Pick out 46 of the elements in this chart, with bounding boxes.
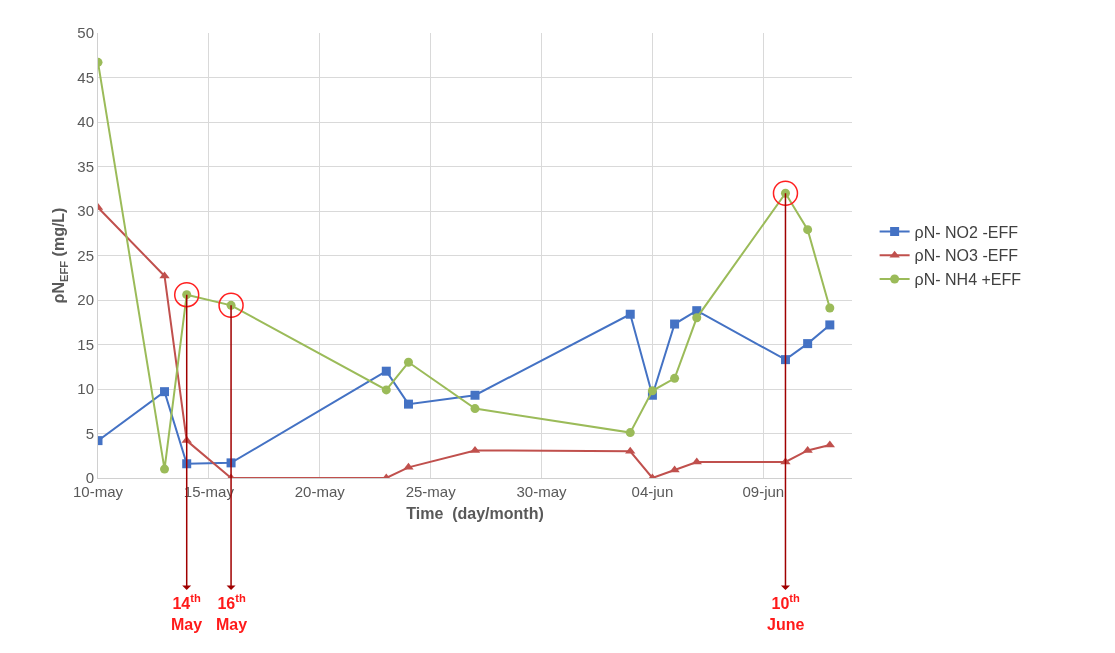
point <box>670 373 680 383</box>
point <box>160 387 170 397</box>
y-tick-label: 20 <box>77 291 94 309</box>
point <box>670 319 680 329</box>
point <box>403 357 413 367</box>
point <box>803 339 813 349</box>
x-tick-label: 25-may <box>405 483 457 500</box>
y-tick-label: 25 <box>77 246 94 264</box>
x-tick-label: 09-jun <box>742 483 785 500</box>
point <box>403 399 413 409</box>
y-tick-label: 35 <box>77 157 94 175</box>
annotation: 10$^{th}$ June <box>767 592 805 633</box>
legend-label: ρN- NO3 -EFF <box>914 247 1019 265</box>
point <box>470 390 480 400</box>
point <box>159 271 170 279</box>
point <box>647 386 657 396</box>
point <box>803 225 813 235</box>
point <box>802 445 813 453</box>
y-tick-label: 10 <box>77 380 94 398</box>
x-tick-label: 04-jun <box>631 483 674 500</box>
point <box>692 313 702 323</box>
y-tick-label: 30 <box>77 202 94 220</box>
point <box>381 366 391 376</box>
point <box>160 464 170 474</box>
y-tick-label: 5 <box>85 424 94 442</box>
point <box>381 385 391 395</box>
point <box>470 404 480 414</box>
x-tick-label: 20-may <box>294 483 346 500</box>
point <box>625 446 636 454</box>
point <box>403 462 414 470</box>
legend-label: ρN- NO2 -EFF <box>914 223 1019 241</box>
x-tick-label: 30-may <box>516 483 568 500</box>
y-tick-label: 40 <box>77 113 94 131</box>
x-axis-title: Time (day/month) <box>406 504 544 522</box>
y-tick-label: 45 <box>77 68 94 86</box>
legend-label: ρN- NH4 +EFF <box>914 271 1022 289</box>
y-tick-label: 50 <box>77 24 94 42</box>
point <box>669 465 680 473</box>
annotation: 16$^{th}$ May <box>216 592 248 633</box>
point <box>625 309 635 319</box>
point <box>825 320 835 330</box>
annotation: 14$^{th}$ May <box>171 592 203 633</box>
point <box>825 303 835 313</box>
point <box>691 457 702 465</box>
point <box>625 428 635 438</box>
y-tick-label: 15 <box>77 335 94 353</box>
